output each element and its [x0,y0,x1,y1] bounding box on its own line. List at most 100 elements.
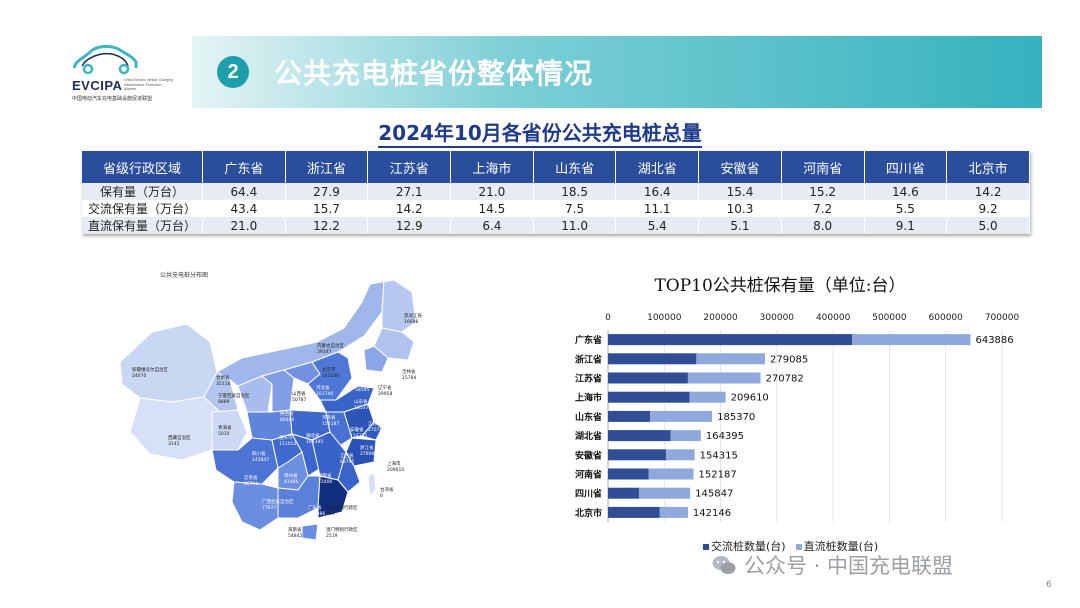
category-label: 四川省 [575,488,602,500]
legend-swatch-ac [703,544,709,550]
map-label-yunnan: 云南省 66791 [244,476,259,487]
table-cell: 10.3 [698,200,782,217]
map-label-gansu: 甘肃省 35118 [216,376,231,387]
section-title: 公共充电桩省份整体情况 [274,57,594,90]
chart-title: TOP10公共桩保有量（单位:台） [654,276,906,296]
section-banner: 2 公共充电桩省份整体情况 [192,36,1042,108]
map-label-guangdong: 广东省 643886 [308,506,326,517]
table-cell: 27.9 [285,183,369,200]
map-label-shanghai: 上海市 209610 [387,462,405,473]
chart-legend: 交流桩数量(台) 直流桩数量(台) [703,538,878,554]
table-cell: 5.5 [864,200,948,217]
x-tick-label: 100000 [647,313,682,323]
legend-swatch-dc [795,544,802,550]
ac-bar-segment [608,468,649,480]
map-label-jilin: 吉林省 15784 [402,370,417,381]
table-header-row: 省级行政区域 广东省 浙江省 江苏省 上海市 山东省 湖北省 安徽省 河南省 四… [82,151,1030,183]
map-label-ningxia: 宁夏回族自治区 8889 [218,394,250,405]
legend-item-dc: 直流桩数量(台) [795,538,878,554]
table-cell: 5.0 [946,217,1030,234]
ac-bar-segment [608,391,690,403]
total-value-label: 643886 [975,335,1013,346]
total-value-label: 145847 [695,489,733,500]
china-map-graphic [119,279,417,541]
map-label-anhui: 安徽省 154315 [350,428,368,439]
map-label-shandong: 山东省 185370 [354,400,372,411]
wechat-watermark: 公众号 · 中国充电联盟 [712,550,953,580]
map-label-henan: 河南省 152187 [322,416,340,427]
x-tick-label: 0 [605,313,611,323]
header-cell: 广东省 [202,151,286,183]
table-cell: 11.0 [533,217,617,234]
category-label: 安徽省 [575,449,602,461]
table-cell: 12.2 [285,217,369,234]
total-value-label: 270782 [766,374,804,385]
table-cell: 43.4 [202,200,286,217]
map-label-xizang: 西藏自治区 3141 [168,436,191,447]
table-cell: 21.0 [450,183,534,200]
table-row: 交流保有量（万台） 43.4 15.7 14.2 14.5 7.5 11.1 10.3 7.2 5… [82,200,1030,217]
category-label: 浙江省 [575,353,602,365]
total-value-label: 164395 [706,431,744,442]
category-label: 上海市 [575,392,602,404]
table-cell: 5.4 [615,217,700,234]
row-label: 交流保有量（万台） [82,200,203,217]
table-cell: 9.2 [946,200,1030,217]
dc-bar-segment [665,449,695,461]
table-cell: 15.4 [698,183,782,200]
ac-bar-segment [608,372,688,384]
x-tick-label: 200000 [703,313,738,323]
table-cell: 14.6 [864,183,948,200]
table-cell: 7.5 [533,200,617,217]
ac-bar-segment [608,487,639,499]
x-tick-label: 700000 [985,313,1020,323]
table-cell: 21.0 [202,217,286,234]
map-label-tianjin: 天津市 58595 [355,382,370,393]
map-title: 公共充电桩分布图 [160,272,209,279]
table-cell: 64.4 [202,183,286,200]
map-label-hebei: 河北省 101740 [316,386,334,397]
province-table: 省级行政区域 广东省 浙江省 江苏省 上海市 山东省 湖北省 安徽省 河南省 四… [82,151,1030,234]
dc-bar-segment [659,506,688,518]
map-label-fujian: 福建省 111761 [360,466,378,477]
total-value-label: 185370 [717,412,755,423]
map-label-chongqing: 重庆市 111014 [279,436,297,447]
table-cell: 15.2 [781,183,865,200]
ev-car-logo-icon [72,44,138,75]
map-label-taiwan: 台湾省 0 [380,488,394,499]
map-label-jiangxi: 江西省 63795 [340,454,355,465]
china-choropleth-map: 黑龙江省 16608 内蒙古自治区 39347 新疆维吾尔自治区 24670 吉林省 1… [112,262,442,574]
table-cell: 14.5 [450,200,534,217]
dc-bar-segment [696,353,766,365]
ac-bar-segment [608,430,671,442]
map-label-sichuan: 四川省 145847 [252,452,270,463]
table-cell: 27.1 [367,183,452,200]
header-cell: 浙江省 [285,151,369,183]
top10-stacked-bar-chart: 0 100000 200000 300000 400000 500000 600000 700… [575,313,1020,522]
map-label-macau: 澳门特别行政区 2519 [326,528,358,539]
header-cell: 四川省 [864,151,948,183]
table-cell: 11.1 [615,200,700,217]
dc-bar-segment [689,391,726,403]
row-label: 直流保有量（万台） [82,217,203,234]
map-label-xinjiang: 新疆维吾尔自治区 24670 [132,368,168,379]
map-label-hunan: 湖南省 72406 [318,474,333,485]
table-cell: 12.9 [367,217,452,234]
map-label-guizhou: 贵州省 41466 [284,474,299,485]
category-label: 江苏省 [575,373,602,385]
category-label: 山东省 [575,411,602,423]
x-tick-label: 500000 [872,313,907,323]
logo-chinese-name: 中国电动汽车充电基础设施促进联盟 [72,96,153,102]
category-label: 湖北省 [575,430,602,442]
table-row: 直流保有量（万台） 21.0 12.2 12.9 6.4 11.0 5.4 5.1 8.0 9.1… [82,217,1030,234]
dc-bar-segment [687,372,761,384]
legend-item-ac: 交流桩数量(台) [703,538,786,554]
dc-bar-segment [852,334,971,346]
table-cell: 5.1 [698,217,782,234]
category-label: 广东省 [575,334,602,346]
ac-bar-segment [608,353,697,365]
logo-wordmark: EVCIPA [72,78,123,93]
table-cell: 18.5 [533,183,617,200]
x-tick-label: 600000 [929,313,964,323]
map-label-beijing: 北京市 142146 [322,368,340,379]
